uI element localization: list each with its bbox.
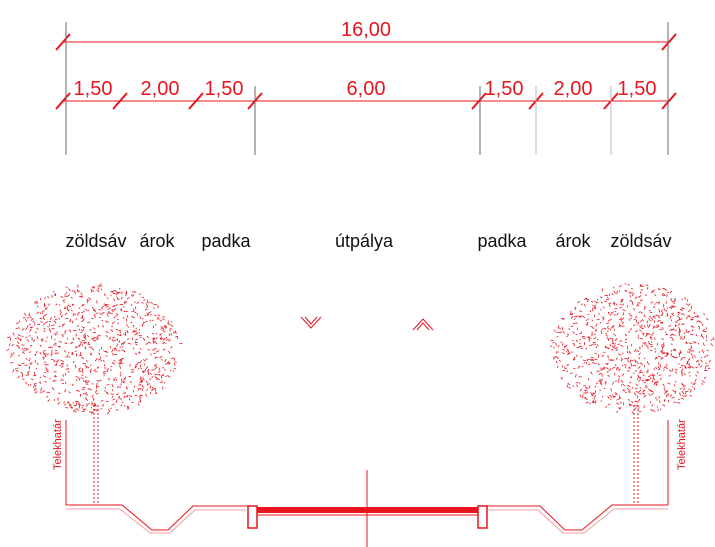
property-boundary-right: Telekhatár — [667, 419, 688, 505]
segment-label-4: 6,00 — [347, 78, 386, 100]
property-boundary-left: Telekhatár — [52, 419, 67, 505]
property-boundary-label-right: Telekhatár — [676, 419, 688, 470]
segment-label-5: 1,50 — [485, 78, 524, 100]
zone-label-zoldsav-left: zöldsáv — [65, 231, 126, 251]
segment-label-6: 2,00 — [554, 78, 593, 100]
extension-lines — [65, 22, 669, 155]
slope-chevron-up-icon — [412, 318, 434, 331]
property-boundary-label-left: Telekhatár — [52, 419, 64, 470]
segment-label-1: 1,50 — [74, 78, 113, 100]
curb-left — [247, 505, 258, 529]
tree-left-icon — [6, 283, 183, 505]
zone-label-padka-right: padka — [477, 231, 527, 251]
total-dimension-label: 16,00 — [341, 19, 391, 41]
total-dimension: 16,00 — [55, 19, 677, 51]
segment-label-3: 1,50 — [205, 78, 244, 100]
segment-label-2: 2,00 — [141, 78, 180, 100]
zone-label-zoldsav-right: zöldsáv — [610, 231, 671, 251]
ground-profile — [66, 504, 668, 534]
tree-right-icon — [549, 283, 715, 505]
zone-label-arok-right: árok — [555, 231, 591, 251]
zone-label-arok-left: árok — [139, 231, 175, 251]
zone-label-utpalya: útpálya — [335, 231, 394, 251]
zone-label-padka-left: padka — [201, 231, 251, 251]
curb-right — [477, 505, 488, 529]
segment-dimensions: 1,50 2,00 1,50 6,00 1,50 2,00 1,50 — [55, 78, 677, 110]
segment-label-7: 1,50 — [618, 78, 657, 100]
zone-labels: zöldsáv árok padka útpálya padka árok zö… — [65, 231, 671, 251]
slope-chevron-down-icon — [300, 316, 322, 329]
